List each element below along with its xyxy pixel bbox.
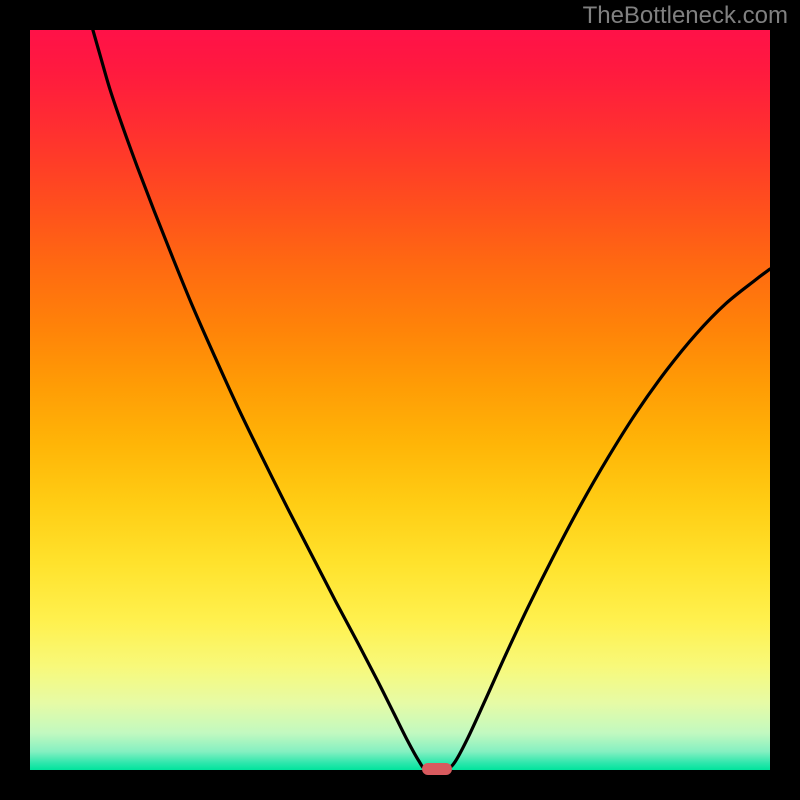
- plot-area: [30, 30, 770, 770]
- chart-container: TheBottleneck.com: [0, 0, 800, 800]
- watermark-text: TheBottleneck.com: [583, 2, 788, 30]
- notch-curve: [30, 30, 770, 770]
- min-marker: [422, 763, 452, 775]
